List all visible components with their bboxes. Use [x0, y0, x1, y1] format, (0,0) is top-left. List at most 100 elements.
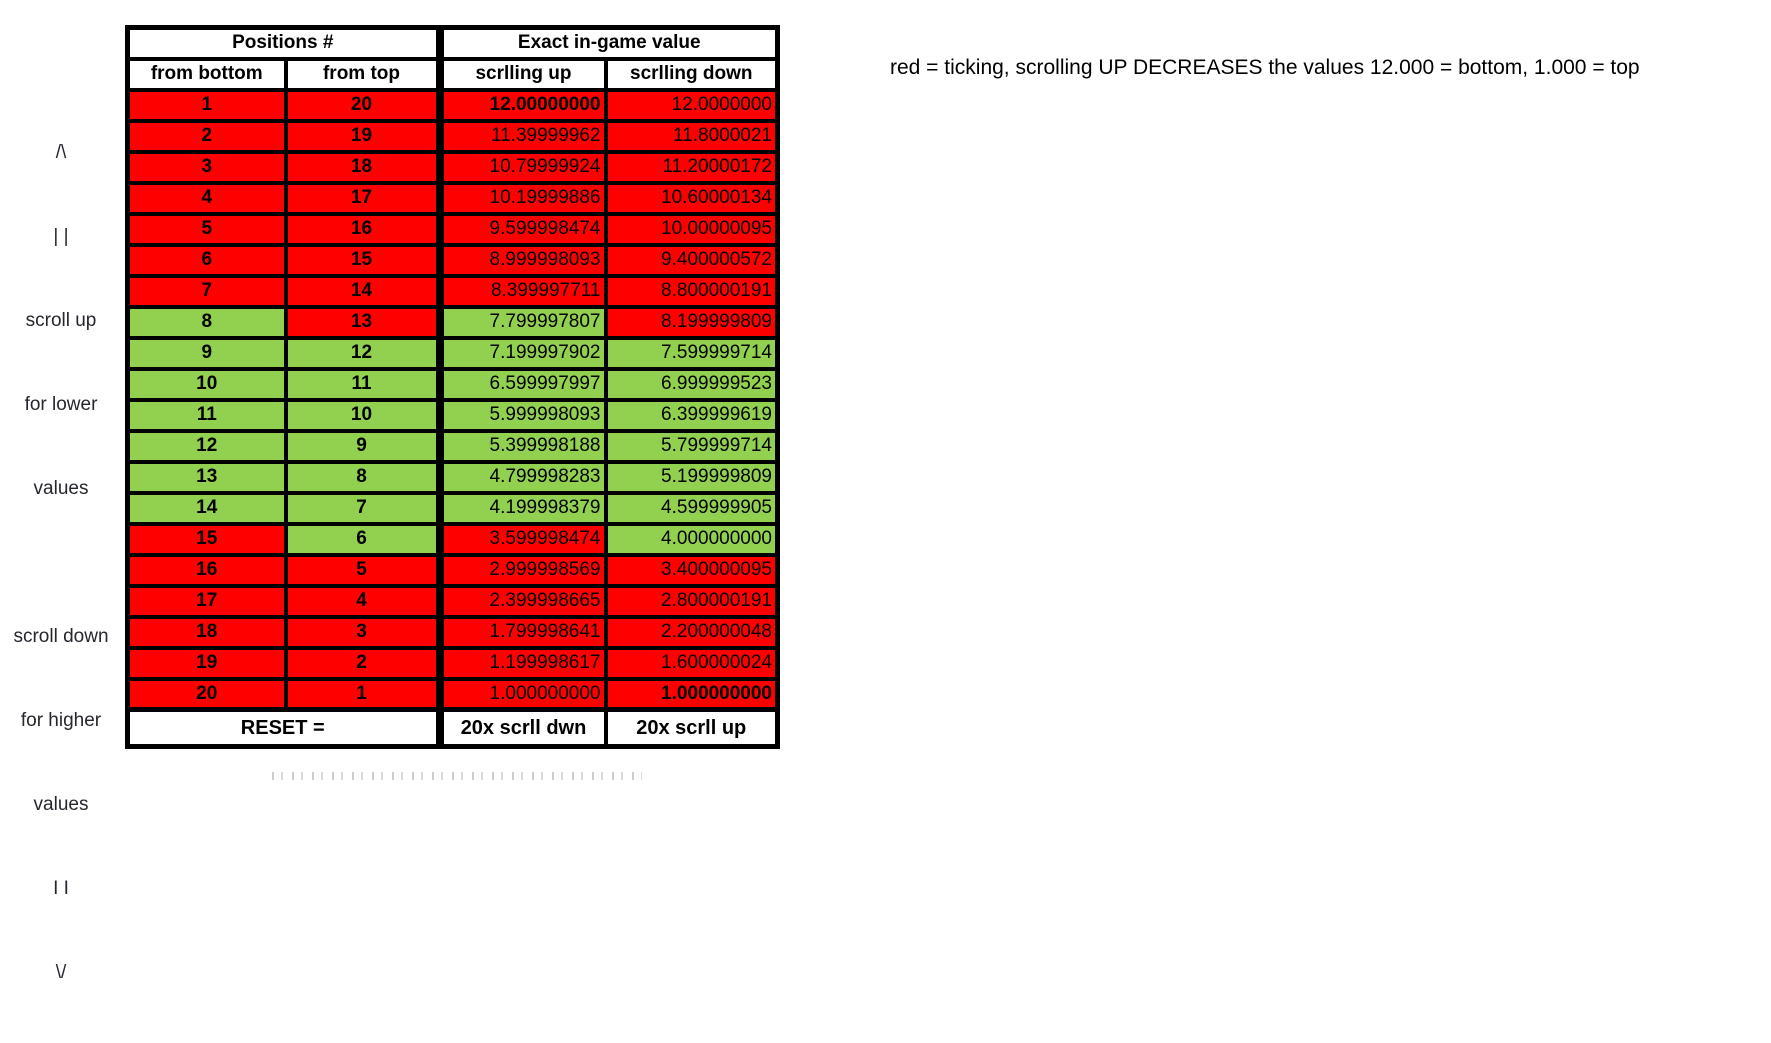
cell-from-top[interactable]: 7 [283, 490, 442, 526]
table-row: 10 11 6.599997997 6.999999523 [125, 366, 780, 402]
cutoff-text-remnant [272, 772, 642, 780]
cell-from-bottom[interactable]: 5 [125, 211, 288, 247]
cell-from-top[interactable]: 5 [283, 552, 442, 588]
column-header-row: from bottom from top scrlling up scrllin… [125, 56, 780, 92]
cell-from-top[interactable]: 19 [283, 118, 442, 154]
cell-from-bottom[interactable]: 10 [125, 366, 288, 402]
cell-scrolling-up[interactable]: 12.00000000 [435, 87, 608, 123]
table-row: 19 2 1.199998617 1.600000024 [125, 645, 780, 681]
table-row: 16 5 2.999998569 3.400000095 [125, 552, 780, 588]
cell-from-top[interactable]: 10 [283, 397, 442, 433]
cell-from-bottom[interactable]: 7 [125, 273, 288, 309]
cell-scrolling-down[interactable]: 5.799999714 [603, 428, 780, 464]
cell-scrolling-down[interactable]: 10.00000095 [603, 211, 780, 247]
cell-scrolling-up[interactable]: 2.399998665 [435, 583, 608, 619]
positions-group-header: Positions # [125, 25, 442, 61]
cell-from-bottom[interactable]: 16 [125, 552, 288, 588]
cell-from-top[interactable]: 4 [283, 583, 442, 619]
cell-from-bottom[interactable]: 3 [125, 149, 288, 185]
cell-scrolling-up[interactable]: 10.19999886 [435, 180, 608, 216]
cell-from-bottom[interactable]: 17 [125, 583, 288, 619]
cell-scrolling-down[interactable]: 11.8000021 [603, 118, 780, 154]
cell-from-top[interactable]: 1 [283, 676, 442, 712]
cell-from-bottom[interactable]: 4 [125, 180, 288, 216]
cell-scrolling-up[interactable]: 1.799998641 [435, 614, 608, 650]
cell-from-bottom[interactable]: 18 [125, 614, 288, 650]
cell-scrolling-up[interactable]: 4.799998283 [435, 459, 608, 495]
cell-from-top[interactable]: 12 [283, 335, 442, 371]
table-row: 9 12 7.199997902 7.599999714 [125, 335, 780, 371]
cell-scrolling-down[interactable]: 11.20000172 [603, 149, 780, 185]
cell-from-top[interactable]: 16 [283, 211, 442, 247]
annotation-line: for higher [20, 710, 102, 731]
cell-scrolling-up[interactable]: 7.199997902 [435, 335, 608, 371]
cell-from-bottom[interactable]: 20 [125, 676, 288, 712]
reset-scroll-up-cell[interactable]: 20x scrll up [603, 707, 780, 749]
scroll-down-annotation: scroll down for higher values I I \/ [0, 567, 122, 1043]
cell-from-bottom[interactable]: 14 [125, 490, 288, 526]
positions-value-table: Positions # Exact in-game value from bot… [125, 25, 780, 749]
cell-from-top[interactable]: 6 [283, 521, 442, 557]
cell-scrolling-up[interactable]: 9.599998474 [435, 211, 608, 247]
cell-scrolling-up[interactable]: 11.39999962 [435, 118, 608, 154]
cell-from-top[interactable]: 13 [283, 304, 442, 340]
cell-scrolling-up[interactable]: 8.999998093 [435, 242, 608, 278]
cell-from-bottom[interactable]: 1 [125, 87, 288, 123]
cell-from-top[interactable]: 3 [283, 614, 442, 650]
cell-from-bottom[interactable]: 13 [125, 459, 288, 495]
cell-scrolling-down[interactable]: 7.599999714 [603, 335, 780, 371]
cell-scrolling-down[interactable]: 6.399999619 [603, 397, 780, 433]
cell-scrolling-down[interactable]: 2.800000191 [603, 583, 780, 619]
reset-scroll-down-cell[interactable]: 20x scrll dwn [435, 707, 608, 749]
cell-scrolling-down[interactable]: 12.0000000 [603, 87, 780, 123]
cell-scrolling-up[interactable]: 1.199998617 [435, 645, 608, 681]
table-row: 12 9 5.399998188 5.799999714 [125, 428, 780, 464]
cell-scrolling-down[interactable]: 2.200000048 [603, 614, 780, 650]
cell-scrolling-up[interactable]: 5.399998188 [435, 428, 608, 464]
cell-scrolling-down[interactable]: 5.199999809 [603, 459, 780, 495]
cell-from-bottom[interactable]: 12 [125, 428, 288, 464]
cell-from-top[interactable]: 15 [283, 242, 442, 278]
table-row: 7 14 8.399997711 8.800000191 [125, 273, 780, 309]
cell-from-top[interactable]: 11 [283, 366, 442, 402]
cell-scrolling-up[interactable]: 7.799997807 [435, 304, 608, 340]
cell-from-top[interactable]: 2 [283, 645, 442, 681]
cell-scrolling-up[interactable]: 4.199998379 [435, 490, 608, 526]
cell-scrolling-down[interactable]: 8.199999809 [603, 304, 780, 340]
cell-from-bottom[interactable]: 2 [125, 118, 288, 154]
cell-scrolling-down[interactable]: 4.000000000 [603, 521, 780, 557]
cell-scrolling-down[interactable]: 1.000000000 [603, 676, 780, 712]
column-header-scrolling-up: scrlling up [435, 56, 608, 92]
cell-from-top[interactable]: 9 [283, 428, 442, 464]
cell-from-top[interactable]: 17 [283, 180, 442, 216]
cell-from-top[interactable]: 20 [283, 87, 442, 123]
cell-scrolling-down[interactable]: 3.400000095 [603, 552, 780, 588]
arrow-down-ascii: \/ [55, 962, 67, 983]
table-row: 5 16 9.599998474 10.00000095 [125, 211, 780, 247]
cell-from-top[interactable]: 18 [283, 149, 442, 185]
cell-scrolling-up[interactable]: 5.999998093 [435, 397, 608, 433]
cell-from-bottom[interactable]: 15 [125, 521, 288, 557]
cell-from-top[interactable]: 8 [283, 459, 442, 495]
cell-scrolling-down[interactable]: 10.60000134 [603, 180, 780, 216]
cell-scrolling-up[interactable]: 8.399997711 [435, 273, 608, 309]
cell-scrolling-up[interactable]: 2.999998569 [435, 552, 608, 588]
arrow-up-ascii: /\ [55, 142, 67, 163]
cell-scrolling-down[interactable]: 4.599999905 [603, 490, 780, 526]
table-row: 18 3 1.799998641 2.200000048 [125, 614, 780, 650]
cell-from-bottom[interactable]: 6 [125, 242, 288, 278]
cell-scrolling-down[interactable]: 1.600000024 [603, 645, 780, 681]
cell-scrolling-down[interactable]: 6.999999523 [603, 366, 780, 402]
cell-from-bottom[interactable]: 8 [125, 304, 288, 340]
cell-scrolling-up[interactable]: 10.79999924 [435, 149, 608, 185]
cell-from-bottom[interactable]: 19 [125, 645, 288, 681]
legend-note: red = ticking, scrolling UP DECREASES th… [890, 56, 1640, 79]
cell-from-top[interactable]: 14 [283, 273, 442, 309]
cell-scrolling-up[interactable]: 3.599998474 [435, 521, 608, 557]
cell-from-bottom[interactable]: 9 [125, 335, 288, 371]
cell-from-bottom[interactable]: 11 [125, 397, 288, 433]
cell-scrolling-down[interactable]: 9.400000572 [603, 242, 780, 278]
cell-scrolling-up[interactable]: 6.599997997 [435, 366, 608, 402]
cell-scrolling-down[interactable]: 8.800000191 [603, 273, 780, 309]
cell-scrolling-up[interactable]: 1.000000000 [435, 676, 608, 712]
